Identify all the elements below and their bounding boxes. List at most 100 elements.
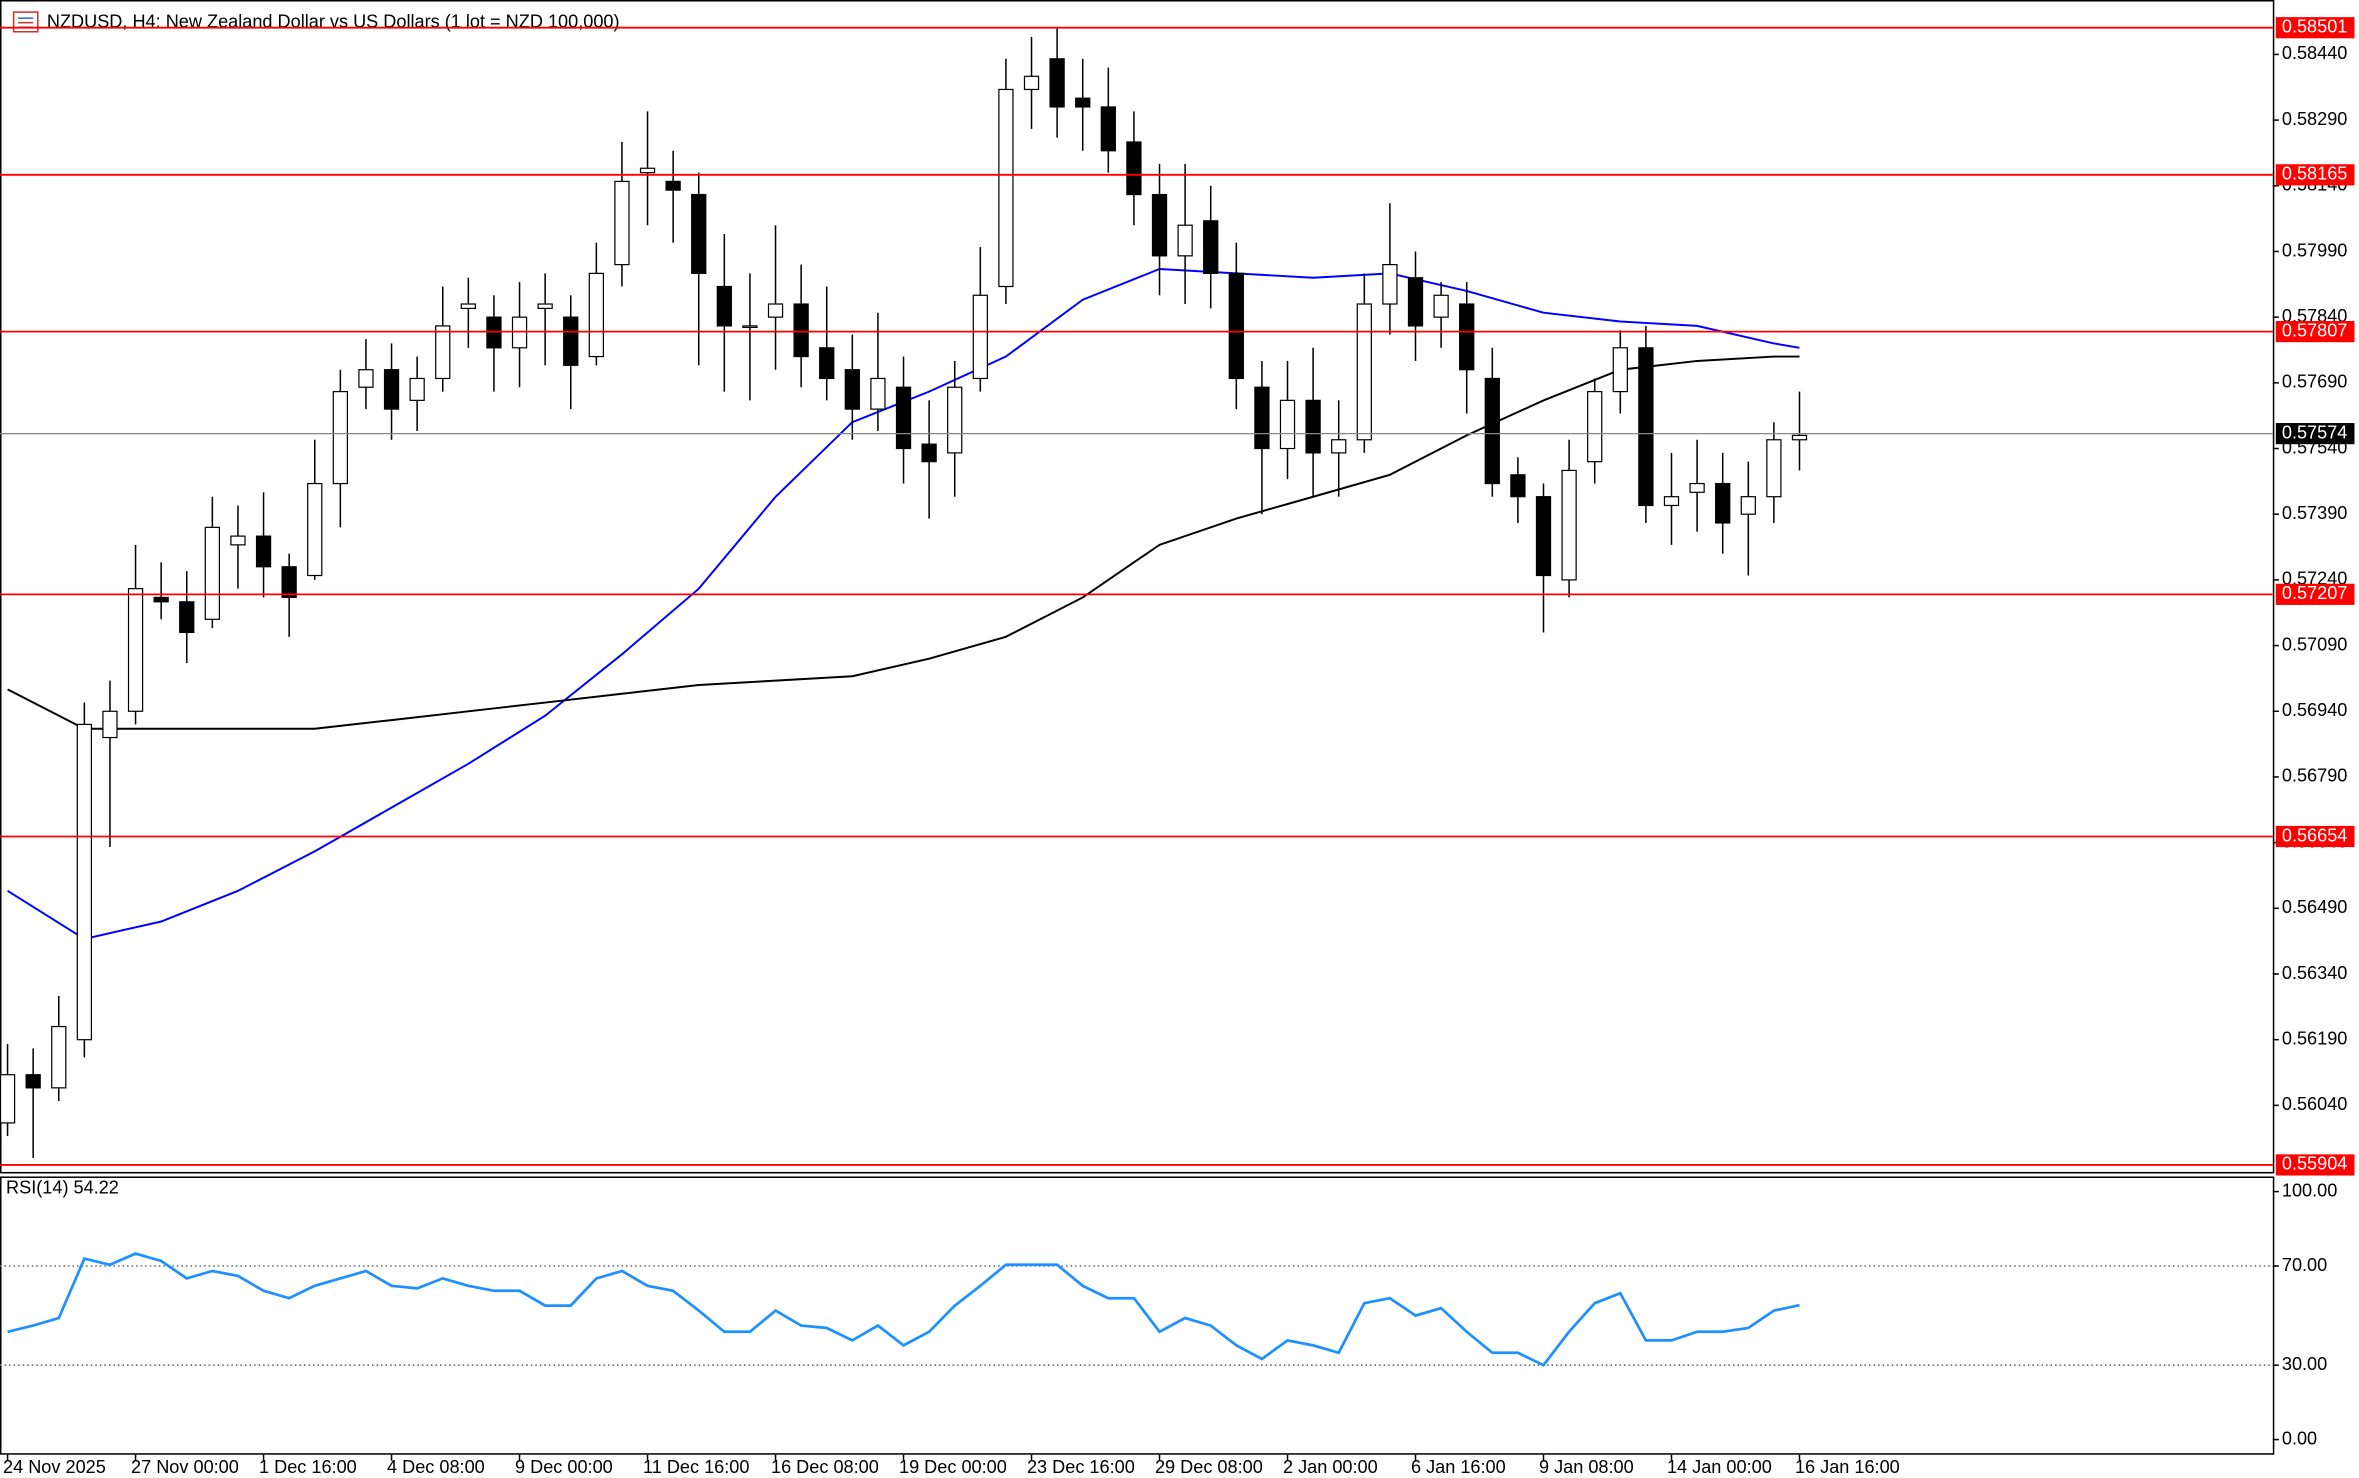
y-tick-label: 0.56190 [2282, 1028, 2348, 1048]
candle-body [1766, 439, 1782, 498]
candle-body [1638, 347, 1654, 507]
y-tick-label: 30.00 [2282, 1354, 2327, 1374]
level-label: 0.56654 [2282, 825, 2348, 845]
y-tick-label: 0.56040 [2282, 1094, 2348, 1114]
candle-body [1612, 347, 1628, 393]
candle-body [870, 377, 886, 410]
candle-body [204, 526, 221, 620]
rsi-line [7, 1252, 1800, 1367]
x-tick-label: 16 Dec 08:00 [771, 1457, 879, 1477]
x-tick-label: 11 Dec 16:00 [643, 1457, 749, 1477]
candle-body [716, 285, 732, 327]
level-label-box [2275, 17, 2355, 39]
level-label: 0.58501 [2282, 17, 2348, 37]
candle-body [76, 723, 93, 1041]
candle-body [179, 601, 195, 634]
candle-body [409, 377, 425, 401]
candle-body [127, 588, 144, 712]
moving-average [7, 355, 1800, 730]
candle-body [588, 272, 604, 358]
y-tick-label: 0.00 [2282, 1428, 2317, 1448]
y-tick-label: 0.57240 [2282, 569, 2348, 589]
level-label-box [2275, 825, 2355, 848]
level-label-box [2275, 583, 2355, 605]
candle-body [1279, 399, 1296, 450]
candle-body [1075, 97, 1091, 108]
current-price-box [2275, 423, 2355, 445]
candle-body [1023, 75, 1040, 91]
candle-body [1689, 482, 1705, 493]
candle-body [1305, 399, 1321, 454]
candle-body [1587, 390, 1603, 463]
candle-body [972, 294, 988, 380]
level-label: 0.57807 [2282, 320, 2348, 340]
candle-body [691, 193, 707, 274]
x-tick-label: 1 Dec 16:00 [259, 1457, 357, 1477]
candle-body [639, 167, 656, 174]
y-tick-label: 0.58440 [2282, 43, 2348, 63]
candle-body [793, 303, 809, 358]
candle-body [281, 566, 297, 599]
x-tick-label: 19 Dec 00:00 [899, 1457, 1007, 1477]
candle-body [1459, 303, 1475, 371]
candle-body [921, 443, 937, 463]
candle-body [1254, 386, 1270, 450]
x-tick-label: 6 Jan 16:00 [1411, 1457, 1506, 1477]
level-label: 0.58165 [2282, 164, 2348, 184]
candle-body [1203, 220, 1219, 274]
candle-body [1740, 496, 1756, 515]
x-tick-label: 4 Dec 08:00 [387, 1457, 485, 1477]
moving-average [7, 268, 1800, 940]
candle-body [537, 303, 553, 310]
candle-body [0, 1074, 16, 1124]
candle-body [998, 88, 1014, 288]
candle-body [1510, 474, 1526, 498]
candle-body [1177, 224, 1193, 257]
candle-body [1561, 469, 1577, 581]
y-tick-label: 0.57990 [2282, 240, 2348, 260]
candle-body [435, 325, 451, 380]
candle-body [947, 386, 963, 454]
rsi-frame [0, 1176, 2275, 1455]
candle-body [819, 347, 835, 380]
candle-body [1382, 264, 1398, 305]
y-tick-label: 70.00 [2282, 1255, 2327, 1275]
current-price-label: 0.57574 [2282, 422, 2348, 442]
x-tick-label: 9 Dec 00:00 [515, 1457, 613, 1477]
candle-body [844, 369, 860, 410]
candle-body [307, 482, 323, 577]
y-tick-label: 100.00 [2282, 1180, 2337, 1200]
y-tick-label: 0.56490 [2282, 897, 2348, 917]
candle-body [1663, 496, 1680, 507]
candle-body [1407, 277, 1424, 327]
candle-body [1228, 272, 1244, 380]
candle-body [767, 303, 784, 318]
symbol-icon [12, 11, 39, 33]
candle-body [895, 386, 912, 450]
y-tick-label: 0.56940 [2282, 700, 2348, 720]
level-label: 0.55904 [2282, 1154, 2348, 1174]
candle-body [230, 535, 246, 546]
y-tick-label: 0.56790 [2282, 766, 2348, 786]
candle-body [460, 303, 476, 310]
level-label: 0.57207 [2282, 583, 2348, 603]
y-tick-label: 0.58290 [2282, 109, 2348, 129]
candle-body [332, 390, 348, 485]
candle-body [255, 535, 272, 568]
x-tick-label: 27 Nov 00:00 [131, 1457, 239, 1477]
chart-title: NZDUSD, H4: New Zealand Dollar vs US Dol… [47, 11, 620, 31]
candle-body [563, 316, 579, 366]
level-label-box [2275, 164, 2355, 186]
candle-body [1151, 193, 1168, 257]
y-tick-label: 0.57840 [2282, 306, 2348, 326]
y-tick-label: 0.57690 [2282, 372, 2348, 392]
candle-body [665, 180, 681, 191]
candle-body [1433, 294, 1449, 318]
level-label-box [2275, 321, 2355, 343]
main-frame [0, 0, 2275, 1174]
candle-body [1356, 303, 1372, 441]
candle-body [1535, 496, 1552, 577]
candle-body [383, 369, 400, 410]
candle-body [153, 596, 169, 603]
